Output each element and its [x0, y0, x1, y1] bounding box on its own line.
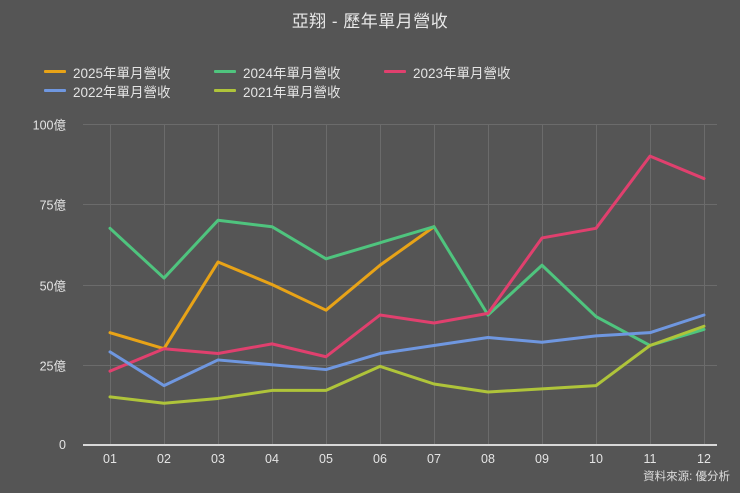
gridline-vertical [434, 124, 435, 445]
gridline-vertical [110, 124, 111, 445]
series-line-2022年單月營收 [108, 313, 706, 388]
x-axis-line [83, 444, 717, 446]
legend-item-2022年單月營收[interactable]: 2022年單月營收 [44, 81, 204, 100]
gridline-horizontal [83, 204, 717, 206]
y-axis-tick-label: 75億 [39, 198, 66, 213]
legend-item-label: 2021年單月營收 [243, 84, 341, 100]
gridline-vertical [650, 124, 651, 445]
x-axis-tick-label: 05 [319, 452, 333, 466]
y-axis-tick-label: 0 [59, 438, 66, 452]
legend-color-swatch [384, 70, 406, 73]
x-axis-tick-label: 02 [157, 452, 171, 466]
y-axis-tick-label: 50億 [39, 279, 66, 293]
legend-color-swatch [214, 70, 236, 73]
chart-legend: 2025年單月營收 2024年單月營收 2023年單月營收 2022年單月營收 2021… [44, 62, 714, 100]
gridline-horizontal [83, 124, 717, 125]
series-line-2023年單月營收 [108, 154, 706, 373]
series-line-2025年單月營收 [108, 225, 436, 351]
gridline-horizontal [83, 364, 717, 366]
series-line-2024年單月營收 [108, 218, 706, 347]
source-note: 資料來源: 優分析 [643, 471, 730, 483]
x-axis-tick-label: 09 [535, 452, 549, 466]
legend-item-label: 2024年單月營收 [243, 65, 341, 81]
legend-item-label: 2022年單月營收 [73, 84, 171, 100]
gridline-vertical [380, 124, 381, 445]
legend-item-label: 2025年單月營收 [73, 65, 171, 81]
legend-color-swatch [214, 89, 236, 92]
series-line-2021年單月營收 [108, 324, 706, 405]
gridline-vertical [488, 124, 489, 445]
legend-color-swatch [44, 70, 66, 73]
x-axis-tick-label: 11 [643, 452, 657, 466]
gridline-vertical [164, 124, 165, 445]
x-axis-tick-label: 10 [589, 452, 603, 466]
chart-title: 亞翔 - 歷年單月營收 [291, 12, 449, 31]
legend-item-2025年單月營收[interactable]: 2025年單月營收 [44, 62, 204, 81]
x-axis-tick-label: 04 [265, 452, 279, 466]
y-axis-tick-label: 25億 [39, 359, 66, 374]
gridline-vertical [704, 124, 705, 445]
x-axis-tick-label: 12 [697, 452, 711, 466]
x-axis-tick-label: 01 [103, 452, 117, 466]
legend-item-2023年單月營收[interactable]: 2023年單月營收 [384, 62, 544, 81]
gridline-vertical [542, 124, 543, 445]
legend-item-2021年單月營收[interactable]: 2021年單月營收 [214, 81, 374, 100]
legend-item-label: 2023年單月營收 [413, 65, 511, 81]
gridline-vertical [218, 124, 219, 445]
x-axis-tick-label: 07 [427, 452, 441, 466]
gridline-vertical [326, 124, 327, 445]
x-axis-tick-label: 08 [481, 452, 495, 466]
gridline-vertical [596, 124, 597, 445]
legend-item-2024年單月營收[interactable]: 2024年單月營收 [214, 62, 374, 81]
gridline-horizontal [83, 284, 717, 286]
y-axis-tick-label: 100億 [32, 118, 66, 133]
x-axis-tick-label: 03 [211, 452, 225, 466]
legend-color-swatch [44, 89, 66, 92]
x-axis-tick-label: 06 [373, 452, 387, 466]
